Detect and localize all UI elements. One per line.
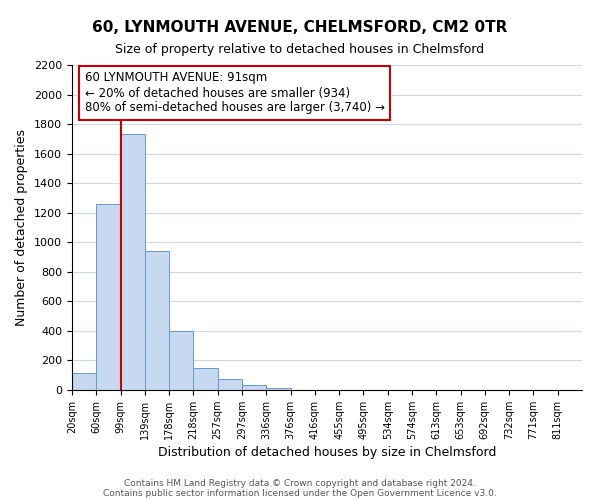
Bar	[169, 331, 193, 390]
Bar	[242, 385, 266, 390]
Y-axis label: Number of detached properties: Number of detached properties	[16, 129, 28, 326]
Text: Contains public sector information licensed under the Open Government Licence v3: Contains public sector information licen…	[103, 488, 497, 498]
Text: Size of property relative to detached houses in Chelmsford: Size of property relative to detached ho…	[115, 42, 485, 56]
Bar	[96, 204, 121, 390]
Bar	[121, 134, 145, 390]
Bar	[193, 368, 218, 390]
Bar	[145, 251, 169, 390]
Text: 60 LYNMOUTH AVENUE: 91sqm
← 20% of detached houses are smaller (934)
80% of semi: 60 LYNMOUTH AVENUE: 91sqm ← 20% of detac…	[85, 72, 385, 114]
Text: 60, LYNMOUTH AVENUE, CHELMSFORD, CM2 0TR: 60, LYNMOUTH AVENUE, CHELMSFORD, CM2 0TR	[92, 20, 508, 35]
Bar	[266, 388, 290, 390]
Bar	[72, 373, 96, 390]
Bar	[218, 379, 242, 390]
Text: Contains HM Land Registry data © Crown copyright and database right 2024.: Contains HM Land Registry data © Crown c…	[124, 478, 476, 488]
X-axis label: Distribution of detached houses by size in Chelmsford: Distribution of detached houses by size …	[158, 446, 496, 459]
